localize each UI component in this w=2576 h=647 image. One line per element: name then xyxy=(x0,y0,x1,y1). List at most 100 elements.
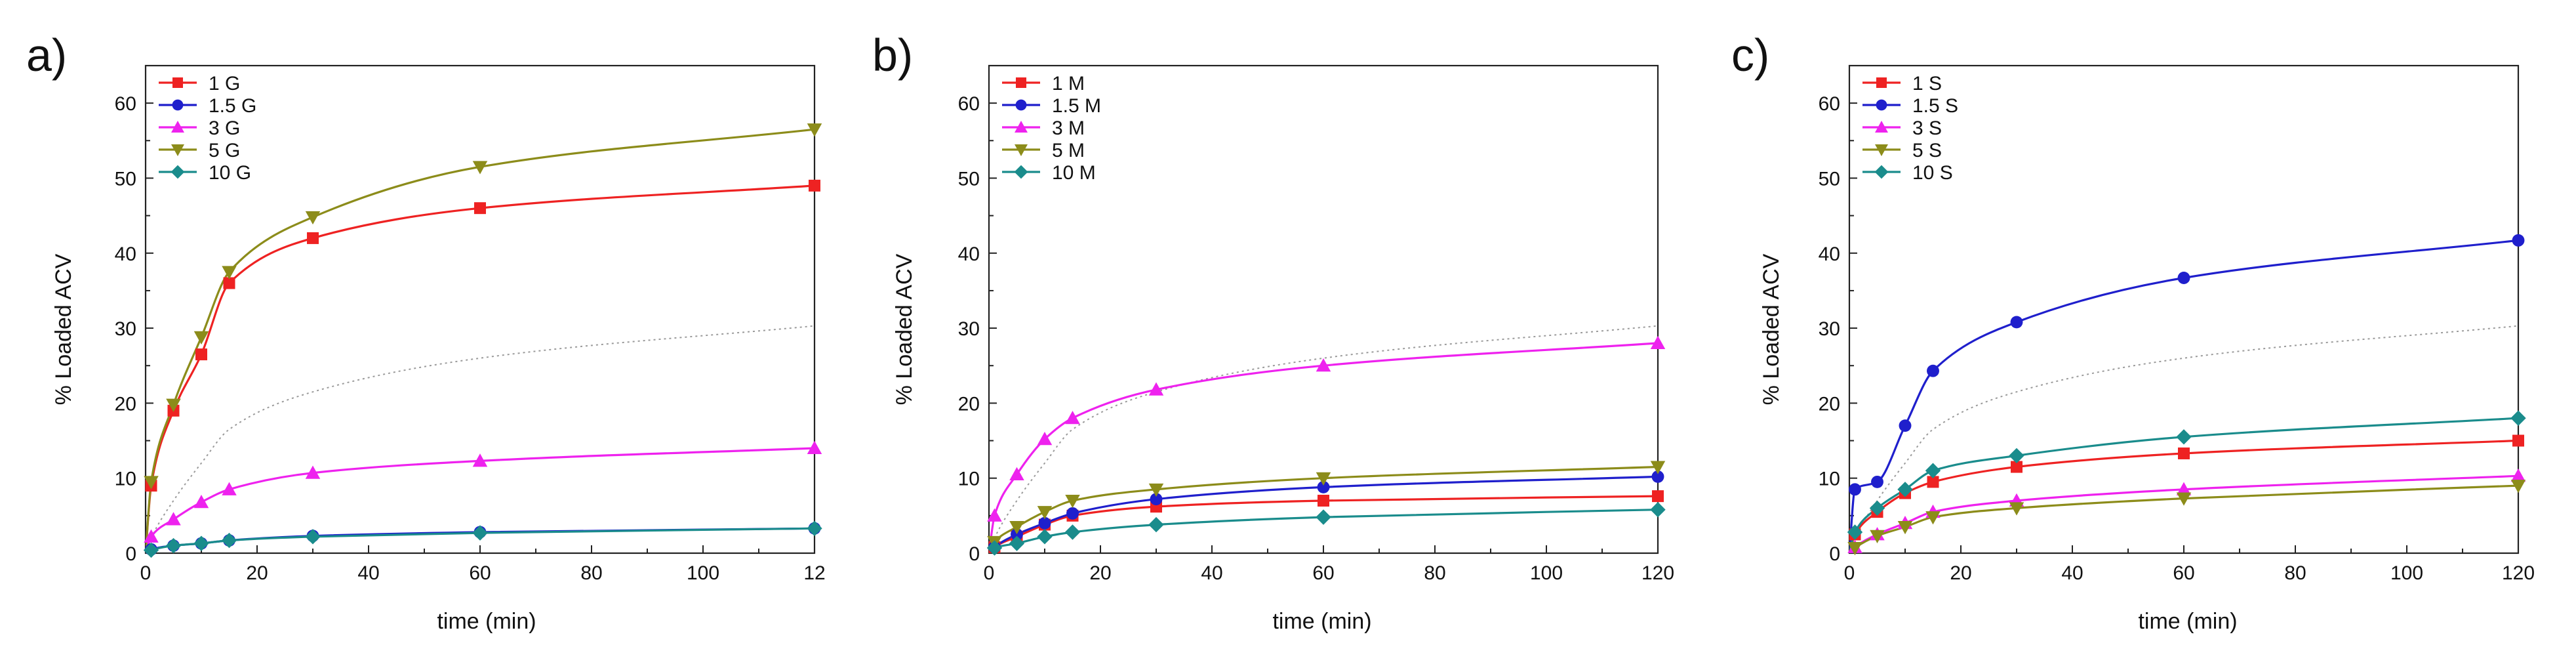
series-line xyxy=(146,184,815,553)
legend-label: 1 G xyxy=(209,73,240,94)
x-tick-label: 120 xyxy=(1641,562,1674,584)
legend-marker xyxy=(1874,165,1889,179)
data-point xyxy=(1066,507,1079,520)
legend-marker xyxy=(171,121,184,133)
data-point xyxy=(1038,516,1051,530)
x-tick-label: 100 xyxy=(1530,562,1563,584)
data-point xyxy=(1650,335,1666,349)
legend-marker xyxy=(1015,99,1027,111)
y-tick-label: 40 xyxy=(958,243,980,265)
x-tick-label: 100 xyxy=(687,562,719,584)
data-point xyxy=(193,495,209,509)
panel-b: b) 0 20 40 60 80 100 120 0 10 20 30 40 50 60 1 M1.5 M3… xyxy=(872,30,1674,634)
panel-label: c) xyxy=(1731,30,1769,81)
panel-label: b) xyxy=(872,30,913,81)
legend-label: 1 S xyxy=(1912,73,1942,94)
y-tick-label: 40 xyxy=(1819,243,1840,265)
x-tick-label: 60 xyxy=(2173,562,2194,584)
plot-area: 0 20 40 60 80 100 120 0 10 20 30 40 50 60 1 S1.5 S3 S5… xyxy=(1819,64,2535,584)
data-point xyxy=(193,331,209,345)
series-line xyxy=(989,465,1658,553)
data-point xyxy=(472,525,488,541)
data-point xyxy=(472,161,488,175)
data-point xyxy=(1009,535,1025,551)
panel-label: a) xyxy=(26,30,67,81)
data-point xyxy=(1316,509,1331,525)
x-axis-title: time (min) xyxy=(1272,609,1371,634)
data-point xyxy=(1037,506,1053,520)
panel-c: c) 0 20 40 60 80 100 120 0 10 20 30 40 50 60 1 S1.5 S3… xyxy=(1731,30,2535,634)
data-point xyxy=(1652,490,1664,503)
data-point xyxy=(143,542,159,558)
data-point xyxy=(809,179,820,192)
data-point xyxy=(144,529,159,543)
series-line xyxy=(1849,239,2518,553)
data-point xyxy=(1650,461,1666,474)
x-tick-label: 60 xyxy=(469,562,491,584)
legend-label: 1 M xyxy=(1052,73,1085,94)
data-point xyxy=(307,232,319,244)
data-point xyxy=(221,532,237,549)
legend-label: 5 S xyxy=(1912,140,1942,161)
data-point xyxy=(2510,480,2526,493)
x-tick-label: 100 xyxy=(2390,562,2423,584)
data-point xyxy=(1897,520,1913,535)
legend-label: 10 M xyxy=(1052,162,1096,184)
y-tick-label: 0 xyxy=(969,543,980,565)
data-point xyxy=(1148,382,1164,396)
legend-label: 1.5 G xyxy=(209,95,256,117)
y-tick-label: 30 xyxy=(958,318,980,340)
x-tick-label: 0 xyxy=(984,562,995,584)
y-axis-title: % Loaded ACV xyxy=(892,253,917,405)
data-point xyxy=(1011,528,1023,541)
data-point xyxy=(2011,461,2023,473)
y-tick-label: 10 xyxy=(958,469,980,490)
y-tick-label: 10 xyxy=(115,469,136,490)
data-point xyxy=(474,202,486,215)
x-tick-label: 0 xyxy=(140,562,151,584)
series-line xyxy=(146,447,815,553)
legend-label: 3 S xyxy=(1912,117,1942,139)
series-line xyxy=(1849,439,2518,553)
data-point xyxy=(1651,470,1664,483)
x-tick-label: 80 xyxy=(2284,562,2306,584)
data-point xyxy=(1316,358,1331,372)
series-line xyxy=(989,475,1658,553)
series-line xyxy=(146,128,815,553)
x-tick-label: 0 xyxy=(1844,562,1855,584)
data-point xyxy=(2010,316,2023,329)
y-axis-title: % Loaded ACV xyxy=(51,253,76,405)
legend-label: 3 G xyxy=(209,117,240,139)
y-tick-label: 20 xyxy=(1819,393,1840,415)
data-point xyxy=(1927,364,1939,377)
legend-marker xyxy=(172,99,184,111)
y-tick-label: 20 xyxy=(958,393,980,415)
series-line xyxy=(1849,484,2518,553)
y-tick-label: 30 xyxy=(1819,318,1840,340)
data-point xyxy=(987,508,1002,522)
data-point xyxy=(1849,483,1861,496)
y-tick-label: 0 xyxy=(125,543,136,565)
y-tick-label: 30 xyxy=(115,318,136,340)
series-line xyxy=(1849,417,2518,553)
data-point xyxy=(1870,530,1885,543)
legend-label: 3 M xyxy=(1052,117,1085,139)
x-tick-label: 20 xyxy=(1950,562,1971,584)
x-tick-label: 12 xyxy=(803,562,825,584)
data-point xyxy=(1897,482,1913,497)
data-point xyxy=(2176,482,2192,495)
data-point xyxy=(1148,516,1164,533)
data-point xyxy=(144,476,159,490)
data-point xyxy=(1847,524,1863,540)
data-point xyxy=(2009,502,2024,516)
data-point xyxy=(1037,432,1053,446)
data-point xyxy=(2176,429,2192,445)
data-point xyxy=(1899,419,1912,432)
legend-label: 10 G xyxy=(209,162,251,184)
data-point xyxy=(2512,234,2525,247)
y-tick-label: 0 xyxy=(1829,543,1840,565)
data-point xyxy=(1150,493,1163,506)
series-line xyxy=(989,342,1658,553)
x-tick-label: 20 xyxy=(246,562,268,584)
